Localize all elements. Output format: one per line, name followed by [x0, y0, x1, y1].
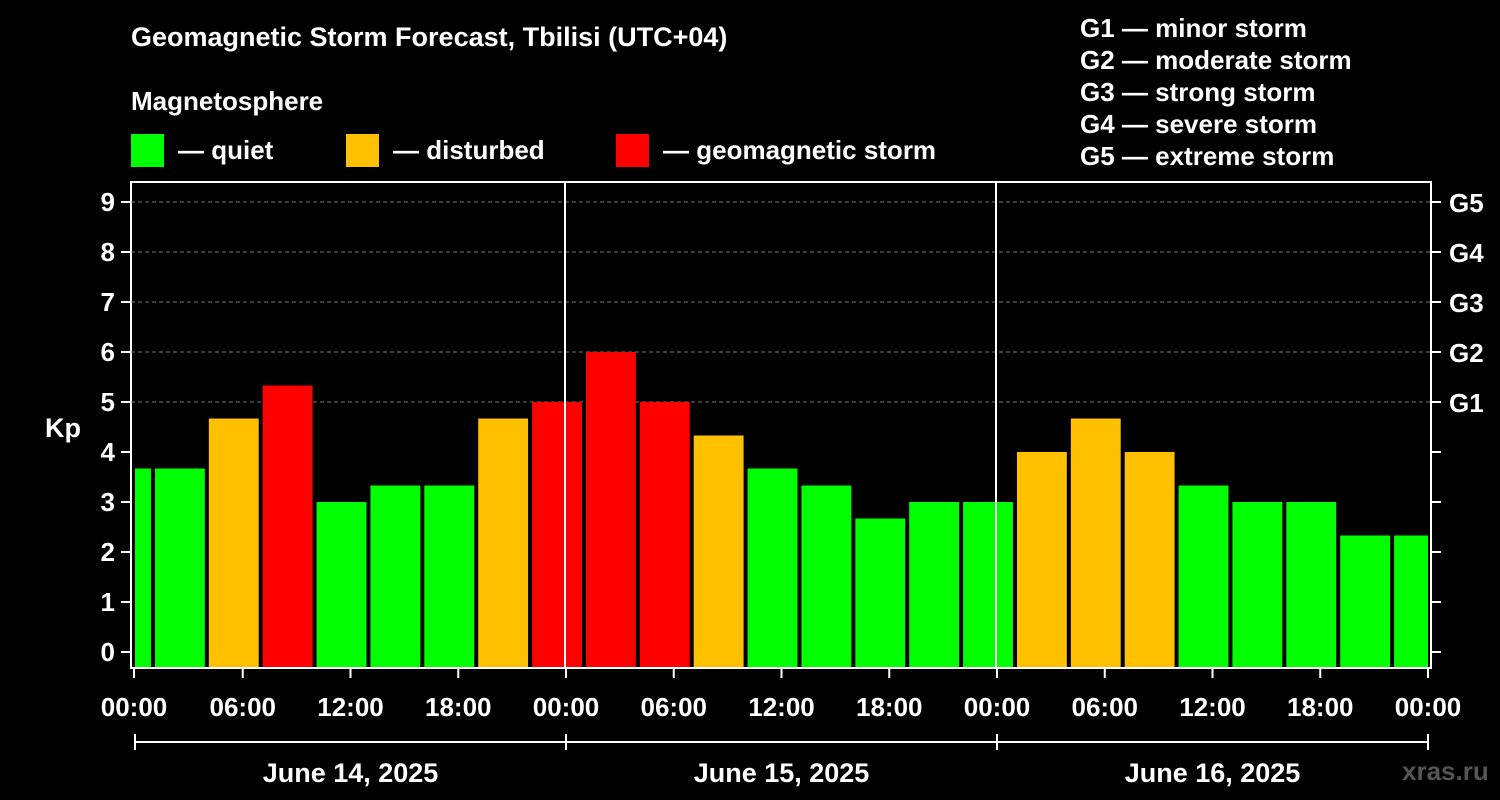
right-axis-label-G5: G5 — [1449, 188, 1484, 218]
y-tick-label-2: 2 — [101, 537, 115, 567]
bar-2 — [208, 418, 259, 667]
bar-16 — [963, 502, 1013, 667]
watermark: xras.ru — [1402, 756, 1489, 786]
bar-11 — [693, 435, 744, 667]
y-tick-label-0: 0 — [101, 637, 115, 667]
legend-item-disturbed: — disturbed — [346, 133, 545, 167]
x-tick-label-6: 12:00 — [748, 692, 815, 722]
x-tick-label-9: 06:00 — [1072, 692, 1139, 722]
legend-heading: Magnetosphere — [131, 86, 324, 116]
x-tick-label-10: 12:00 — [1179, 692, 1246, 722]
bar-18 — [1070, 418, 1121, 667]
y-tick-label-3: 3 — [101, 487, 115, 517]
storm-scale-g2: G2 — moderate storm — [1080, 45, 1352, 75]
right-axis-label-G1: G1 — [1449, 388, 1484, 418]
bar-3 — [262, 385, 313, 667]
legend-swatch-disturbed — [346, 133, 379, 167]
chart-title: Geomagnetic Storm Forecast, Tbilisi (UTC… — [131, 22, 728, 52]
legend-item-storm: — geomagnetic storm — [616, 133, 936, 167]
x-tick-label-5: 06:00 — [641, 692, 708, 722]
y-tick-label-9: 9 — [101, 187, 115, 217]
x-tick-label-3: 18:00 — [425, 692, 492, 722]
y-tick-label-4: 4 — [101, 437, 116, 467]
bar-14 — [855, 518, 906, 667]
bar-10 — [639, 402, 690, 667]
bar-20 — [1178, 485, 1229, 667]
date-label-2: June 16, 2025 — [1125, 758, 1301, 788]
x-tick-label-11: 18:00 — [1287, 692, 1354, 722]
right-axis-label-G3: G3 — [1449, 288, 1484, 318]
legend-label-disturbed: — disturbed — [393, 134, 545, 165]
bar-1 — [154, 468, 205, 667]
bar-22 — [1286, 502, 1337, 667]
storm-scale-g5: G5 — extreme storm — [1080, 141, 1335, 171]
y-tick-label-7: 7 — [101, 287, 115, 317]
legend-label-quiet: — quiet — [178, 134, 274, 165]
x-tick-label-0: 00:00 — [101, 692, 168, 722]
y-tick-label-8: 8 — [101, 237, 115, 267]
bar-7 — [478, 418, 529, 667]
legend-label-storm: — geomagnetic storm — [663, 134, 937, 165]
y-tick-label-6: 6 — [101, 337, 115, 367]
x-tick-label-12: 00:00 — [1395, 692, 1462, 722]
date-label-0: June 14, 2025 — [263, 758, 439, 788]
bar-9 — [585, 352, 636, 667]
storm-scale-g4: G4 — severe storm — [1080, 109, 1318, 139]
bar-19 — [1124, 452, 1175, 667]
bar-6 — [424, 485, 475, 667]
storm-scale-g3: G3 — strong storm — [1080, 77, 1316, 107]
legend-swatch-quiet — [131, 133, 164, 167]
right-axis-label-G2: G2 — [1449, 338, 1484, 368]
x-tick-label-4: 00:00 — [533, 692, 600, 722]
bar-17 — [1016, 452, 1067, 667]
bar-0 — [135, 468, 151, 667]
bar-15 — [909, 502, 960, 667]
legend-item-quiet: — quiet — [131, 133, 273, 167]
storm-scale-g1: G1 — minor storm — [1080, 13, 1307, 43]
right-axis-label-G4: G4 — [1449, 238, 1484, 268]
legend-swatch-storm — [616, 133, 649, 167]
bar-4 — [316, 502, 367, 667]
y-tick-label-1: 1 — [101, 587, 115, 617]
bar-24 — [1394, 535, 1428, 667]
bar-23 — [1340, 535, 1391, 667]
bar-21 — [1232, 502, 1283, 667]
date-label-1: June 15, 2025 — [694, 758, 870, 788]
bar-8 — [532, 402, 582, 667]
y-tick-label-5: 5 — [101, 387, 115, 417]
bar-12 — [747, 468, 798, 667]
x-tick-label-2: 12:00 — [317, 692, 384, 722]
bar-5 — [370, 485, 421, 667]
x-tick-label-8: 00:00 — [964, 692, 1031, 722]
storm-scale-legend: G1 — minor storm G2 — moderate storm G3 … — [1080, 12, 1352, 172]
x-tick-label-1: 06:00 — [210, 692, 277, 722]
x-tick-label-7: 18:00 — [856, 692, 923, 722]
y-axis-label: Kp — [45, 413, 81, 443]
bar-13 — [801, 485, 852, 667]
